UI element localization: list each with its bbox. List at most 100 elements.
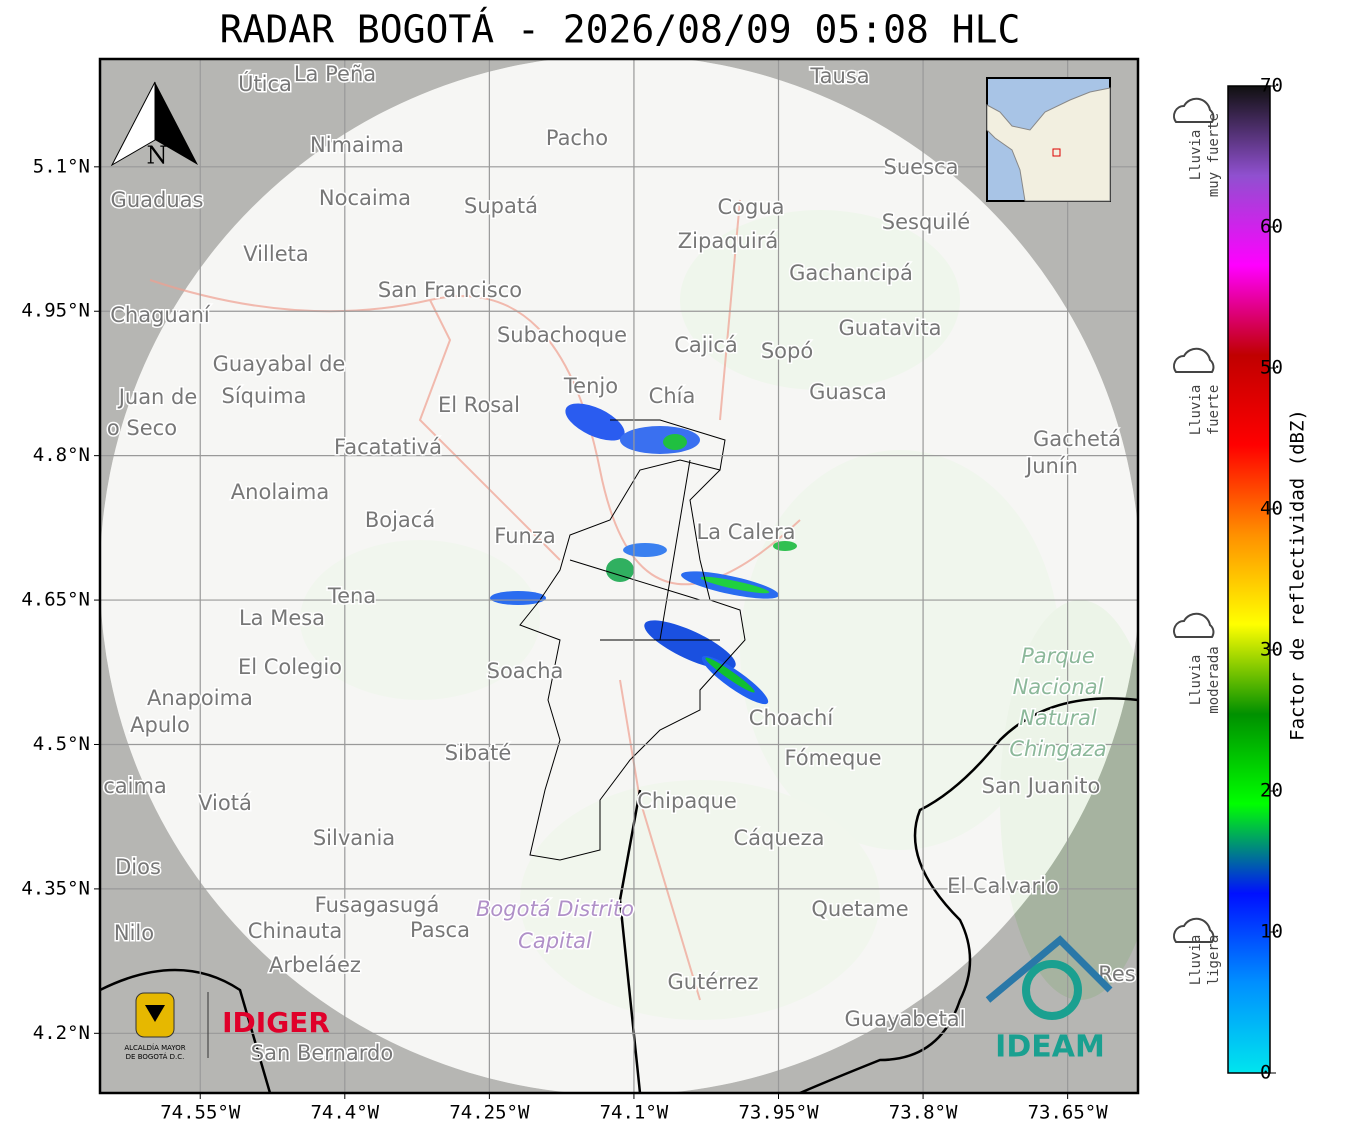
rain-icon bbox=[1173, 347, 1215, 373]
logos: ALCALDÍA MAYOR DE BOGOTÁ D.C. IDIGER IDE… bbox=[124, 935, 1113, 1065]
place-label: San Juanito bbox=[982, 774, 1101, 798]
place-label: Apulo bbox=[130, 713, 190, 737]
place-label: El Colegio bbox=[238, 655, 342, 679]
place-label: Viotá bbox=[198, 791, 252, 815]
place-label: San Francisco bbox=[378, 278, 522, 302]
place-label: Anapoima bbox=[147, 686, 253, 710]
north-arrow: N bbox=[110, 81, 198, 170]
title: RADAR BOGOTÁ - 2026/08/09 05:08 HLC bbox=[220, 8, 1021, 52]
legend-label: ligera bbox=[1206, 935, 1222, 986]
place-label: Guayabetal bbox=[845, 1007, 966, 1031]
place-label: San Bernardo bbox=[251, 1041, 393, 1065]
place-label: Cajicá bbox=[674, 333, 738, 357]
legend-label: Lluvia bbox=[1188, 130, 1204, 181]
place-label: Tausa bbox=[809, 64, 869, 88]
rain-icon bbox=[1173, 612, 1215, 638]
place-label: Chipaque bbox=[637, 789, 737, 813]
place-label: Útica bbox=[238, 71, 292, 96]
place-label: El Rosal bbox=[438, 393, 520, 417]
legend-item: Lluvia muy fuerte bbox=[1173, 97, 1222, 197]
place-label: Facatativá bbox=[334, 435, 442, 459]
place-label: Sopó bbox=[761, 339, 813, 363]
place-label: La Calera bbox=[696, 520, 795, 544]
district-borders bbox=[519, 419, 746, 861]
legend-item: Lluvia moderada bbox=[1173, 612, 1222, 714]
legend-label: Lluvia bbox=[1188, 655, 1204, 706]
place-label: Cáqueza bbox=[734, 826, 825, 850]
place-label: Nimaima bbox=[310, 133, 404, 157]
place-label: Dios bbox=[115, 855, 161, 879]
inset-map bbox=[986, 77, 1111, 202]
legend-label: moderada bbox=[1206, 646, 1222, 713]
place-label: Chía bbox=[649, 384, 696, 408]
y-tick-label: 4.95°N bbox=[21, 300, 90, 322]
place-label: Subachoque bbox=[497, 323, 627, 347]
colorbar-tick-label: 40 bbox=[1260, 498, 1283, 520]
park-label: Chingaza bbox=[1009, 737, 1106, 761]
alcaldia-text: DE BOGOTÁ D.C. bbox=[126, 1052, 185, 1061]
place-label: Gutérrez bbox=[667, 970, 758, 994]
x-tick-label: 74.25°W bbox=[449, 1102, 530, 1124]
place-label: Gachetá bbox=[1033, 427, 1121, 451]
colorbar-tick-label: 20 bbox=[1260, 780, 1283, 802]
place-label: Chaguaní bbox=[110, 303, 211, 327]
place-label: Nocaima bbox=[319, 186, 411, 210]
place-label: Funza bbox=[494, 524, 555, 548]
place-label: Junín bbox=[1024, 454, 1078, 478]
y-tick-label: 4.2°N bbox=[33, 1022, 90, 1044]
legend-label: Lluvia bbox=[1188, 935, 1204, 986]
place-label: Tenjo bbox=[563, 374, 618, 398]
place-label: La Mesa bbox=[239, 606, 325, 630]
place-label: Fusagasugá bbox=[315, 893, 440, 917]
legend-label: fuerte bbox=[1206, 385, 1222, 436]
place-label: Cogua bbox=[717, 195, 784, 219]
x-tick-label: 74.55°W bbox=[160, 1102, 241, 1124]
rain-icon bbox=[1173, 97, 1215, 123]
district-label: Capital bbox=[518, 929, 592, 953]
colorbar-tick-label: 70 bbox=[1260, 75, 1283, 97]
colorbar-tick-label: 50 bbox=[1260, 357, 1283, 379]
place-label: Pacho bbox=[546, 126, 608, 150]
idiger-logo: IDIGER bbox=[222, 1006, 330, 1039]
place-label: Gachancipá bbox=[789, 261, 913, 285]
x-tick-label: 74.4°W bbox=[310, 1102, 379, 1124]
place-label: Sibaté bbox=[445, 741, 512, 765]
place-label: Villeta bbox=[243, 242, 308, 266]
place-label: Choachí bbox=[749, 706, 835, 730]
x-tick-label: 74.1°W bbox=[600, 1102, 669, 1124]
place-label: Pasca bbox=[410, 918, 470, 942]
park-label: Parque bbox=[1021, 644, 1095, 668]
place-label: Suesca bbox=[884, 155, 959, 179]
place-label: Nilo bbox=[114, 921, 154, 945]
place-label: caima bbox=[103, 774, 167, 798]
place-label: Soacha bbox=[487, 659, 564, 683]
y-tick-label: 4.35°N bbox=[21, 877, 90, 899]
legend-item: Lluvia ligera bbox=[1173, 917, 1222, 986]
legend-item: Lluvia fuerte bbox=[1173, 347, 1222, 436]
colorbar bbox=[1227, 85, 1271, 1074]
place-label: Guasca bbox=[809, 380, 887, 404]
place-label: Bojacá bbox=[365, 508, 435, 532]
place-label: Arbeláez bbox=[269, 953, 361, 977]
place-label: Chinauta bbox=[248, 919, 342, 943]
place-label: El Calvario bbox=[947, 874, 1059, 898]
legend-label: Lluvia bbox=[1188, 385, 1204, 436]
alcaldia-text: ALCALDÍA MAYOR bbox=[124, 1043, 185, 1052]
y-tick-label: 5.1°N bbox=[33, 155, 90, 177]
place-label: Sesquilé bbox=[882, 210, 970, 234]
place-label: Silvania bbox=[313, 826, 395, 850]
department-borders bbox=[100, 697, 1138, 1093]
place-label: Guayabal de bbox=[213, 352, 346, 376]
ideam-logo: IDEAM bbox=[995, 1030, 1105, 1065]
x-tick-label: 73.65°W bbox=[1028, 1102, 1109, 1124]
legend-label: muy fuerte bbox=[1206, 113, 1222, 197]
colorbar-label: Factor de reflectividad (dBZ) bbox=[1287, 409, 1309, 741]
place-label: Zipaquirá bbox=[678, 229, 778, 253]
district-label: Bogotá Distrito bbox=[476, 897, 634, 921]
x-tick-label: 73.95°W bbox=[738, 1102, 819, 1124]
y-tick-label: 4.65°N bbox=[21, 589, 90, 611]
x-tick-label: 73.8°W bbox=[889, 1102, 958, 1124]
park-label: Nacional bbox=[1013, 675, 1104, 699]
place-label: o Seco bbox=[107, 416, 177, 440]
